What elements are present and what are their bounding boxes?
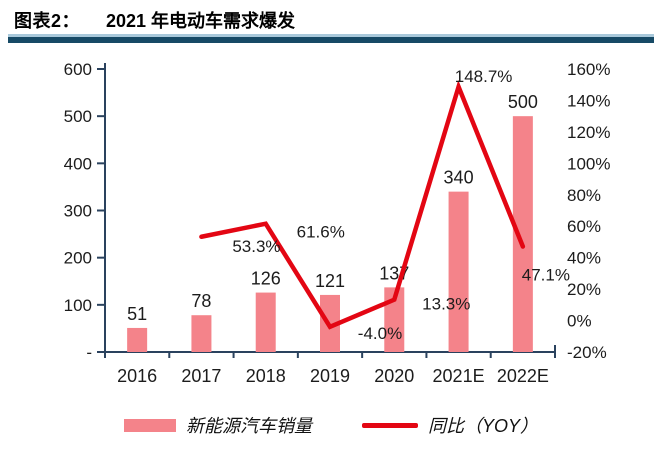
x-axis-label-2020: 2020 [374,366,414,386]
right-axis-tick-label: -20% [567,343,607,362]
left-axis-tick-label: 300 [64,202,92,221]
right-axis-tick-label: 160% [567,60,610,79]
legend-item-yoy: 同比（YOY） [361,412,538,438]
yoy-line [199,79,526,330]
bar-value-label-2021E: 340 [444,168,474,188]
legend-label-yoy: 同比（YOY） [427,416,538,436]
chart-canvas: - 100 200 300 400 500 600 -20% 0% 20% 40% 60% 80% 100… [64,60,611,386]
x-axis-label-2017: 2017 [181,366,221,386]
bar-value-label-2016: 51 [127,304,147,324]
left-axis-tick-label: 400 [64,154,92,173]
bar-2021E [448,191,469,352]
legend-line-swatch [361,422,418,428]
legend-bar-swatch [123,418,176,432]
line-value-label-2019: -4.0% [358,324,402,343]
right-axis-tick-label: 100% [567,154,610,173]
x-axis-label-2019: 2019 [310,366,350,386]
line-value-label-2021E: 148.7% [455,67,513,86]
right-axis-tick-label: 40% [567,249,601,268]
right-axis-tick-label: 140% [567,91,610,110]
x-axis-label-2018: 2018 [246,366,286,386]
bar-value-label-2017: 78 [191,291,211,311]
line-value-label-2020: 13.3% [422,295,470,314]
right-axis-tick-label: 0% [567,312,592,331]
line-value-label-2018: 61.6% [297,223,345,242]
left-axis-tick-label: 200 [64,249,92,268]
left-axis-tick-label: 500 [64,107,92,126]
right-axis-tick-label: 80% [567,186,601,205]
x-axis-label-2016: 2016 [117,366,157,386]
x-axis-label-2022E: 2022E [497,366,549,386]
legend-item-sales: 新能源汽车销量 [123,412,312,438]
left-axis-tick-label: 100 [64,296,92,315]
right-axis-tick-label: 20% [567,280,601,299]
bar-2016 [127,327,148,352]
line-value-label-2022E: 47.1% [522,266,570,285]
line-value-label-2017: 53.3% [232,237,280,256]
right-axis-tick-label: 60% [567,217,601,236]
bar-2017 [191,315,212,352]
bar-2022E [512,116,533,353]
right-axis-tick-label: 120% [567,123,610,142]
bar-value-label-2019: 121 [315,271,345,291]
bar-value-label-2022E: 500 [508,92,538,112]
header-divider-rule [8,34,654,43]
left-axis-tick-label: 600 [64,60,92,79]
left-axis-tick-label: - [86,343,92,362]
bar-value-label-2018: 126 [251,269,281,289]
chart-title: 2021 年电动车需求爆发 [106,11,296,31]
bar-2018 [255,292,276,352]
chart-header: 图表2： 2021 年电动车需求爆发 [14,7,295,33]
chart-tag-label: 图表2： [14,11,81,31]
chart-legend: 新能源汽车销量 同比（YOY） [0,412,662,438]
legend-label-sales: 新能源汽车销量 [185,416,312,436]
x-axis-label-2021E: 2021E [433,366,485,386]
